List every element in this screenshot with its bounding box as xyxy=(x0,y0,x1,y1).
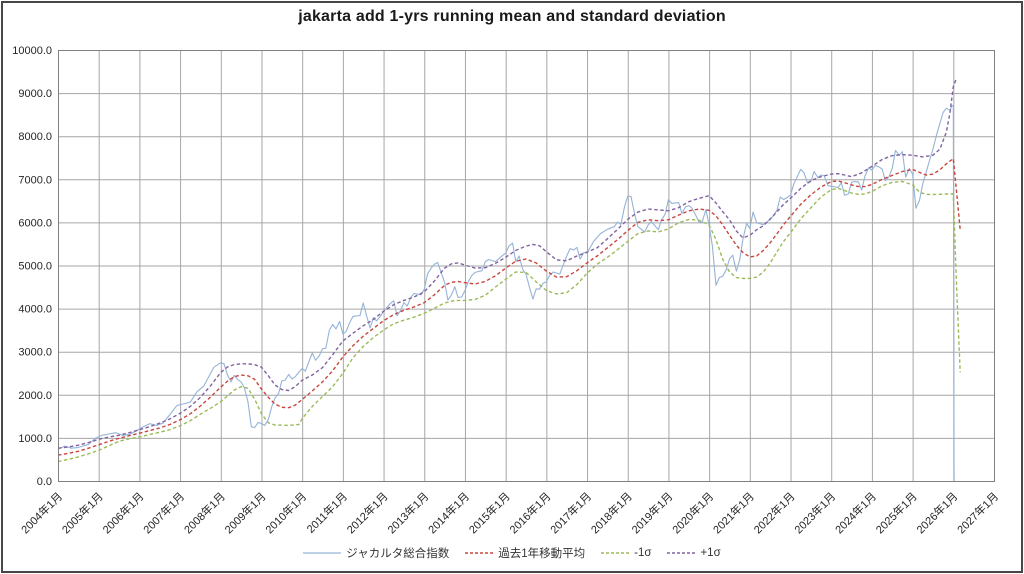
x-tick-label: 2019年1月 xyxy=(628,489,675,536)
legend-item-minus-1-sigma: -1σ xyxy=(601,547,651,559)
legend-key-jakarta-index xyxy=(303,552,342,554)
x-tick-label: 2008年1月 xyxy=(181,489,228,536)
legend-item-running-mean: 過去1年移動平均 xyxy=(465,545,585,561)
y-tick-label: 7000.0 xyxy=(18,174,52,186)
legend-item-jakarta-index: ジャカルタ総合指数 xyxy=(303,545,449,561)
chart-title: jakarta add 1-yrs running mean and stand… xyxy=(298,8,726,25)
x-tick-label: 2010年1月 xyxy=(262,489,309,536)
series-plus-1-sigma xyxy=(57,77,958,449)
x-tick-label: 2023年1月 xyxy=(791,489,838,536)
plot-border xyxy=(58,50,995,482)
chart-plot-area: 10000.0 9000.0 8000.0 7000.0 6000.0 5000.0 400… xyxy=(12,45,1001,536)
x-tick-label: 2006年1月 xyxy=(99,489,146,536)
chart-legend: ジャカルタ総合指数 過去1年移動平均 -1σ +1σ xyxy=(0,545,1024,561)
legend-key-running-mean xyxy=(465,552,494,554)
x-tick-label: 2022年1月 xyxy=(751,489,798,536)
x-tick-label: 2004年1月 xyxy=(18,489,65,536)
legend-key-minus-1-sigma xyxy=(601,552,630,554)
x-tick-label: 2016年1月 xyxy=(506,489,553,536)
x-tick-label: 2018年1月 xyxy=(588,489,635,536)
x-tick-label: 2005年1月 xyxy=(59,489,106,536)
x-axis-labels: 2004年1月2005年1月2006年1月2007年1月2008年1月2009年… xyxy=(18,489,1001,536)
y-tick-label: 8000.0 xyxy=(18,131,52,143)
y-tick-label: 6000.0 xyxy=(18,217,52,229)
y-tick-label: 1000.0 xyxy=(18,433,52,445)
x-tick-label: 2015年1月 xyxy=(466,489,513,536)
y-tick-label: 9000.0 xyxy=(18,88,52,100)
x-tick-label: 2012年1月 xyxy=(344,489,391,536)
series-minus-1-sigma xyxy=(57,180,961,463)
gridlines xyxy=(58,50,995,482)
legend-label-plus-1-sigma: +1σ xyxy=(700,547,721,559)
y-tick-label: 10000.0 xyxy=(12,45,52,57)
x-tick-label: 2007年1月 xyxy=(140,489,187,536)
legend-label-running-mean: 過去1年移動平均 xyxy=(498,548,586,560)
legend-item-plus-1-sigma: +1σ xyxy=(667,547,721,559)
legend-key-plus-1-sigma xyxy=(667,552,696,554)
x-tick-label: 2025年1月 xyxy=(873,489,920,536)
y-tick-label: 0.0 xyxy=(37,476,52,488)
series-running-mean xyxy=(57,157,961,456)
x-tick-label: 2026年1月 xyxy=(913,489,960,536)
x-tick-label: 2009年1月 xyxy=(222,489,269,536)
legend-label-jakarta-index: ジャカルタ総合指数 xyxy=(346,548,450,560)
x-tick-label: 2014年1月 xyxy=(425,489,472,536)
y-tick-label: 4000.0 xyxy=(18,304,52,316)
x-tick-label: 2020年1月 xyxy=(669,489,716,536)
y-tick-label: 3000.0 xyxy=(18,347,52,359)
x-tick-label: 2024年1月 xyxy=(832,489,879,536)
y-tick-label: 5000.0 xyxy=(18,261,52,273)
y-tick-label: 2000.0 xyxy=(18,390,52,402)
legend-label-minus-1-sigma: -1σ xyxy=(634,547,652,559)
x-tick-label: 2011年1月 xyxy=(303,489,350,536)
x-tick-label: 2027年1月 xyxy=(954,489,1001,536)
x-tick-label: 2017年1月 xyxy=(547,489,594,536)
x-tick-label: 2013年1月 xyxy=(384,489,431,536)
y-axis-labels: 10000.0 9000.0 8000.0 7000.0 6000.0 5000.0 400… xyxy=(12,45,52,488)
x-tick-label: 2021年1月 xyxy=(710,489,757,536)
